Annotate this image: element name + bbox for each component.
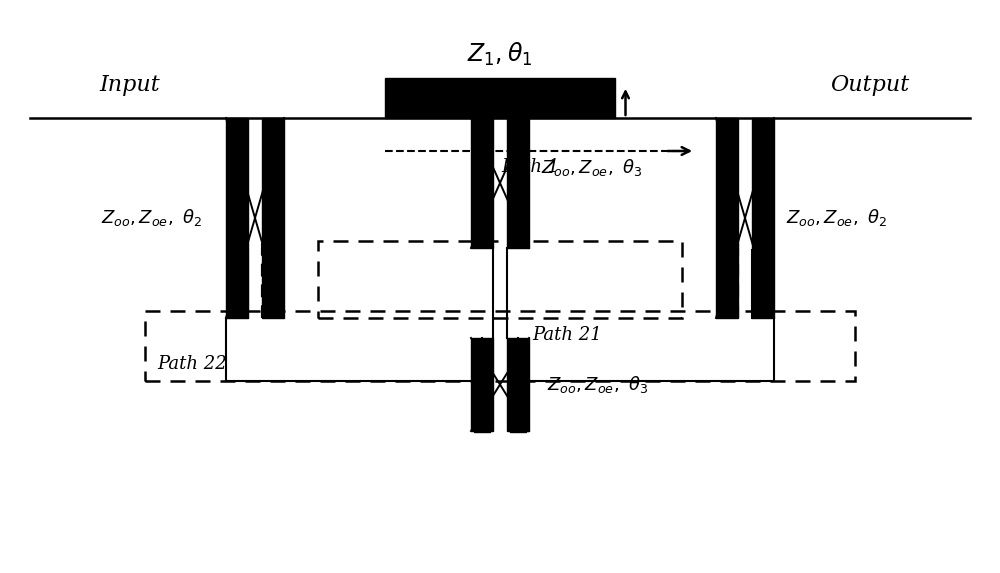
Text: Input: Input — [100, 74, 160, 96]
Text: Path 1: Path 1 — [501, 158, 559, 176]
Bar — [385, 78, 615, 118]
Text: $Z_1,\theta_1$: $Z_1,\theta_1$ — [467, 41, 533, 68]
Bar — [510, 429, 526, 432]
Text: $Z_{oo},Z_{oe},\ \theta_3$: $Z_{oo},Z_{oe},\ \theta_3$ — [541, 158, 642, 179]
Bar — [507, 118, 529, 248]
Text: $Z_{oo},Z_{oe},\ \theta_3$: $Z_{oo},Z_{oe},\ \theta_3$ — [547, 374, 648, 395]
Bar — [507, 338, 529, 431]
Text: Path 21: Path 21 — [532, 326, 602, 344]
Text: Output: Output — [830, 74, 910, 96]
Bar — [145, 311, 855, 381]
Bar — [479, 414, 485, 418]
Bar — [474, 429, 490, 432]
Text: Path 22: Path 22 — [157, 355, 227, 373]
Bar — [513, 421, 524, 424]
Text: $Z_{oo},Z_{oe},\ \theta_2$: $Z_{oo},Z_{oe},\ \theta_2$ — [786, 207, 887, 229]
Bar — [477, 421, 488, 424]
Text: $Z_{oo},Z_{oe},\ \theta_2$: $Z_{oo},Z_{oe},\ \theta_2$ — [101, 207, 202, 229]
Bar — [471, 338, 493, 431]
Bar — [226, 118, 248, 318]
Bar — [262, 118, 284, 318]
Bar — [318, 241, 682, 318]
Bar — [471, 118, 493, 248]
Bar — [716, 118, 738, 318]
Bar — [752, 118, 774, 318]
Bar — [515, 414, 521, 418]
